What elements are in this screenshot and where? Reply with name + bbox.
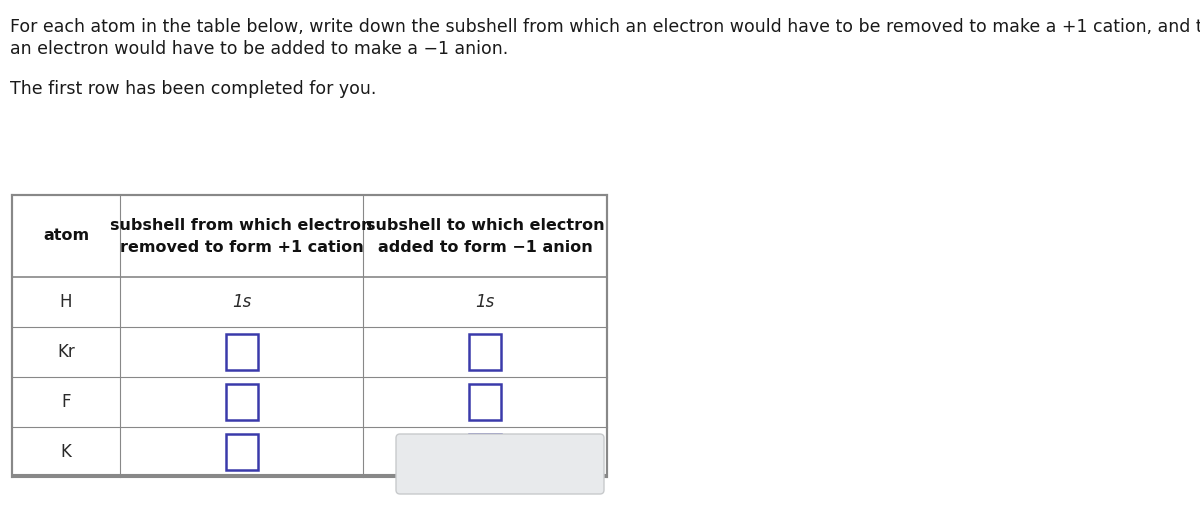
Bar <box>226 384 258 420</box>
Text: The first row has been completed for you.: The first row has been completed for you… <box>10 80 377 98</box>
Text: Kr: Kr <box>58 343 74 361</box>
Bar <box>12 195 607 475</box>
Text: 1s: 1s <box>475 293 494 311</box>
Text: ×: × <box>432 455 448 473</box>
Bar <box>469 384 502 420</box>
Text: subshell from which electron: subshell from which electron <box>110 218 373 233</box>
Bar <box>469 334 502 370</box>
Text: K: K <box>60 443 72 461</box>
Bar <box>469 434 502 470</box>
Bar <box>226 334 258 370</box>
Bar <box>226 434 258 470</box>
Text: H: H <box>60 293 72 311</box>
Text: 1s: 1s <box>232 293 251 311</box>
Text: F: F <box>61 393 71 411</box>
Text: subshell to which electron: subshell to which electron <box>366 218 605 233</box>
Text: removed to form +1 cation: removed to form +1 cation <box>120 241 364 255</box>
Text: ↺: ↺ <box>492 454 508 473</box>
Text: ?: ? <box>556 455 565 473</box>
Text: added to form −1 anion: added to form −1 anion <box>378 241 593 255</box>
FancyBboxPatch shape <box>396 434 604 494</box>
Text: an electron would have to be added to make a −1 anion.: an electron would have to be added to ma… <box>10 40 509 58</box>
Text: For each atom in the table below, write down the subshell from which an electron: For each atom in the table below, write … <box>10 18 1200 36</box>
Text: atom: atom <box>43 229 89 244</box>
